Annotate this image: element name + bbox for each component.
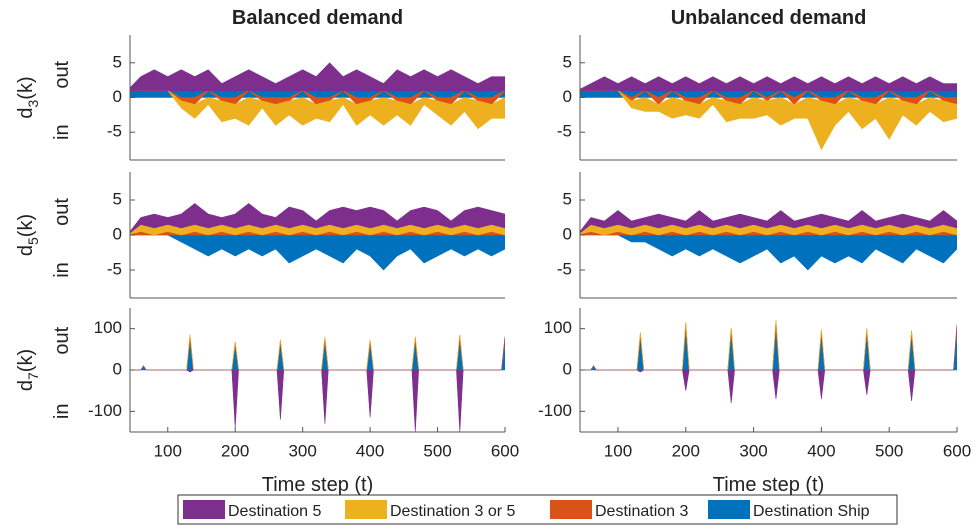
y-tick-label: 100 (544, 318, 572, 337)
panel-title: Balanced demand (232, 7, 403, 29)
y-tick-label: -100 (88, 401, 122, 420)
x-axis-label: Time step (t) (262, 474, 374, 496)
y-tick-label: 0 (113, 87, 122, 106)
x-tick-label: 400 (807, 441, 835, 460)
area-series (580, 324, 957, 404)
legend-swatch[interactable] (345, 500, 387, 519)
y-tick-label: -5 (107, 259, 122, 278)
y-tick-label: 5 (113, 52, 122, 71)
y-tick-label: 0 (563, 359, 572, 378)
x-tick-label: 200 (221, 441, 249, 460)
y-label-sub: 5 (25, 237, 41, 245)
panel-title: Unbalanced demand (671, 7, 867, 29)
legend-label: Destination Ship (753, 503, 870, 520)
area-series (130, 203, 505, 234)
legend-label: Destination 5 (228, 503, 321, 520)
legend-label: Destination 3 or 5 (390, 503, 516, 520)
y-tick-label: 0 (113, 359, 122, 378)
annotation-in: in (51, 262, 73, 278)
x-axis-label: Time step (t) (713, 474, 825, 496)
area-series (130, 336, 505, 432)
panel: -5 0 5 (557, 35, 957, 161)
x-tick-label: 500 (423, 441, 451, 460)
y-label-rest: (k) (15, 349, 37, 372)
y-tick-label: 100 (94, 318, 122, 337)
y-label-rest: (k) (15, 76, 37, 99)
y-label-base: d (15, 245, 37, 256)
area-series (580, 326, 957, 371)
y-label-sub: 7 (25, 372, 41, 380)
panel: -100 0 100 100 200 300 400 500 600 (88, 308, 519, 460)
area-series (130, 334, 505, 371)
x-tick-label: 500 (875, 441, 903, 460)
area-series (580, 320, 957, 371)
legend-swatch[interactable] (708, 500, 750, 519)
y-label-sub: 3 (25, 100, 41, 108)
area-series (580, 210, 957, 234)
y-tick-label: -5 (557, 259, 572, 278)
legend-box (177, 494, 898, 525)
area-series (130, 90, 505, 98)
y-label-rest: (k) (15, 214, 37, 237)
x-tick-label: 400 (356, 441, 384, 460)
area-series (580, 320, 957, 371)
x-tick-label: 600 (943, 441, 971, 460)
area-series (580, 76, 957, 91)
y-axis-label: d5(k) (15, 214, 41, 256)
annotation-out: out (51, 326, 73, 354)
y-axis-label: d7(k) (15, 349, 41, 391)
y-tick-label: 0 (113, 224, 122, 243)
area-series (130, 62, 505, 91)
area-series (580, 234, 957, 271)
y-tick-label: -100 (538, 401, 572, 420)
annotation-out: out (51, 198, 73, 226)
legend-label: Destination 3 (595, 503, 688, 520)
y-tick-label: 5 (563, 189, 572, 208)
y-tick-label: 0 (563, 224, 572, 243)
area-series (130, 338, 505, 371)
panel: -100 0 100 100 200 300 400 500 600 (538, 308, 971, 460)
annotation-out: out (51, 60, 73, 88)
x-tick-label: 300 (288, 441, 316, 460)
panel: -5 0 5 (557, 172, 957, 299)
y-label-base: d (15, 380, 37, 391)
x-tick-label: 300 (739, 441, 767, 460)
y-tick-label: 0 (563, 87, 572, 106)
area-series (130, 90, 505, 130)
legend-swatch[interactable] (550, 500, 592, 519)
y-tick-label: -5 (107, 122, 122, 141)
y-label-base: d (15, 108, 37, 119)
annotation-in: in (51, 124, 73, 140)
y-tick-label: 5 (113, 189, 122, 208)
legend-swatch[interactable] (183, 500, 225, 519)
y-tick-label: -5 (557, 122, 572, 141)
x-tick-label: 200 (672, 441, 700, 460)
area-series (580, 90, 957, 151)
x-tick-label: 600 (491, 441, 519, 460)
annotation-in: in (51, 404, 73, 420)
area-series (130, 334, 505, 371)
x-tick-label: 100 (604, 441, 632, 460)
area-series (130, 234, 505, 271)
y-axis-label: d3(k) (15, 76, 41, 118)
panel: -5 0 5 (107, 35, 505, 161)
x-tick-label: 100 (154, 441, 182, 460)
y-tick-label: 5 (563, 52, 572, 71)
panel: -5 0 5 (107, 172, 505, 299)
